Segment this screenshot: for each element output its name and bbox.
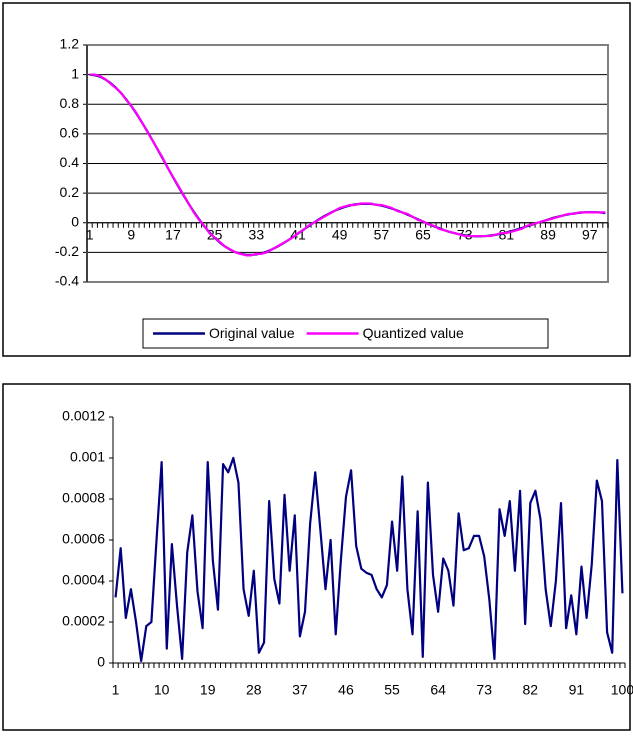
legend-label: Original value (209, 325, 295, 341)
y-tick-label: 0 (71, 213, 79, 229)
x-tick-label: 55 (384, 682, 400, 698)
y-tick-label: 0.4 (60, 154, 80, 170)
x-tick-label: 89 (540, 226, 556, 242)
x-tick-label: 91 (569, 682, 585, 698)
y-tick-label: 0.6 (60, 125, 80, 141)
y-tick-label: 0.8 (60, 95, 80, 111)
x-tick-label: 73 (476, 682, 492, 698)
y-tick-label: 0.001 (70, 449, 105, 465)
x-tick-label: 65 (415, 226, 431, 242)
x-tick-label: 100 (611, 682, 633, 698)
x-tick-label: 57 (374, 226, 390, 242)
x-tick-label: 46 (338, 682, 354, 698)
x-tick-label: 64 (430, 682, 446, 698)
x-tick-label: 10 (154, 682, 170, 698)
x-tick-label: 17 (165, 226, 181, 242)
y-tick-label: 0.0006 (62, 531, 105, 547)
series-line (114, 456, 624, 663)
series-line (89, 73, 606, 257)
chart-border (2, 383, 631, 731)
y-tick-label: 0.0002 (62, 613, 105, 629)
y-tick-label: -0.2 (55, 243, 79, 259)
x-tick-label: 1 (112, 682, 120, 698)
legend-label: Quantized value (363, 325, 464, 341)
y-tick-label: 1.2 (60, 36, 80, 52)
x-tick-label: 49 (332, 226, 348, 242)
x-tick-label: 9 (127, 226, 135, 242)
x-tick-label: 19 (200, 682, 216, 698)
x-tick-label: 28 (246, 682, 262, 698)
y-tick-label: 0.0012 (62, 408, 105, 424)
x-tick-label: 82 (522, 682, 538, 698)
y-tick-label: 0 (97, 654, 105, 670)
x-tick-label: 37 (292, 682, 308, 698)
x-tick-label: 1 (86, 226, 94, 242)
y-tick-label: 0.2 (60, 184, 80, 200)
x-tick-label: 97 (582, 226, 598, 242)
y-tick-label: 0.0008 (62, 490, 105, 506)
chart-border (2, 2, 631, 357)
x-tick-label: 25 (207, 226, 223, 242)
y-tick-label: 1 (71, 65, 79, 81)
x-tick-label: 33 (249, 226, 265, 242)
y-tick-label: -0.4 (55, 273, 79, 289)
y-tick-label: 0.0004 (62, 572, 105, 588)
